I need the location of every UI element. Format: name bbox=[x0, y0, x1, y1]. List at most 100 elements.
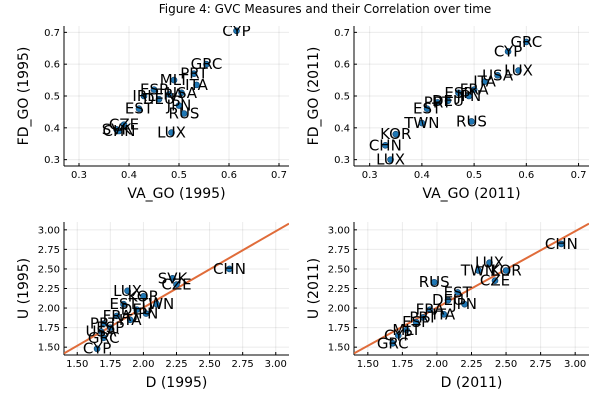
point-label: GRC bbox=[377, 334, 409, 352]
point-label: DEU bbox=[432, 291, 464, 309]
x-axis-label: VA_GO (1995) bbox=[127, 186, 225, 202]
point-label: RUS bbox=[419, 273, 450, 291]
point-label: DEU bbox=[432, 92, 464, 110]
data-point bbox=[461, 300, 468, 308]
data-point bbox=[418, 119, 426, 127]
plot-area: GRCCYPLUXUSAITAFRAESPJPNDEUPRTESTRUSTWNK… bbox=[369, 33, 542, 166]
data-point bbox=[455, 89, 462, 97]
y-tick-label: 0.4 bbox=[44, 123, 60, 134]
data-point bbox=[155, 95, 163, 103]
y-tick-label: 0.3 bbox=[44, 155, 60, 166]
data-point bbox=[486, 259, 493, 266]
y-axis-label: U (2011) bbox=[306, 258, 322, 319]
x-tick-label: 0.4 bbox=[121, 170, 137, 181]
data-point bbox=[394, 332, 402, 339]
data-point bbox=[504, 48, 512, 55]
data-point bbox=[150, 86, 158, 93]
x-tick-label: 2.75 bbox=[529, 359, 551, 370]
x-tick-label: 0.7 bbox=[271, 170, 287, 181]
point-label: EST bbox=[109, 295, 138, 313]
point-label: LUX bbox=[113, 282, 142, 300]
x-tick-label: 0.4 bbox=[414, 170, 430, 181]
x-tick-label: 2.50 bbox=[495, 359, 517, 370]
y-tick-label: 2.00 bbox=[38, 304, 60, 315]
data-point bbox=[170, 76, 178, 84]
point-label: USA bbox=[482, 66, 514, 84]
x-tick-label: 0.5 bbox=[171, 170, 187, 181]
point-label: USA bbox=[86, 323, 118, 341]
data-point bbox=[165, 91, 173, 98]
point-label: KOR bbox=[490, 262, 521, 280]
data-point bbox=[412, 318, 420, 326]
point-label: JPN bbox=[451, 295, 477, 313]
point-label: CYP bbox=[494, 42, 522, 60]
data-point bbox=[93, 345, 101, 353]
y-tick-label: 0.5 bbox=[334, 92, 350, 103]
x-tick-label: 2.25 bbox=[460, 359, 482, 370]
x-tick-label: 2.50 bbox=[198, 359, 220, 370]
data-point bbox=[465, 92, 473, 100]
data-point bbox=[440, 311, 448, 318]
point-label: KOR bbox=[128, 287, 159, 305]
data-point bbox=[523, 38, 530, 46]
data-point bbox=[178, 89, 185, 97]
data-point bbox=[133, 306, 141, 313]
y-axis-label: U (1995) bbox=[16, 258, 32, 319]
data-point bbox=[558, 240, 565, 248]
x-tick-label: 1.50 bbox=[357, 359, 379, 370]
data-point bbox=[124, 287, 131, 295]
x-tick-label: 0.3 bbox=[71, 170, 87, 181]
point-label: MLT bbox=[160, 71, 189, 89]
y-tick-label: 1.50 bbox=[38, 343, 60, 354]
y-tick-label: 0.4 bbox=[334, 123, 350, 134]
y-tick-label: 2.75 bbox=[328, 245, 350, 256]
data-point bbox=[491, 277, 499, 284]
data-point bbox=[382, 142, 389, 149]
y-tick-label: 0.6 bbox=[44, 60, 60, 71]
chart-panel-4: 1.50 1.75 2.00 2.25 2.50 2.75 3.00 1.50 1.75 2.00… bbox=[306, 222, 589, 391]
point-label: SVK bbox=[158, 269, 189, 287]
data-point bbox=[168, 129, 175, 136]
data-point bbox=[389, 339, 397, 347]
point-label: PRT bbox=[409, 308, 437, 326]
data-point bbox=[140, 293, 147, 300]
point-label: ESP bbox=[402, 313, 430, 331]
data-point bbox=[142, 310, 150, 317]
x-tick-label: 0.3 bbox=[362, 170, 378, 181]
point-label: LUX bbox=[504, 62, 533, 80]
x-tick-label: 1.50 bbox=[66, 359, 88, 370]
point-label: RUS bbox=[169, 105, 200, 123]
y-tick-label: 2.75 bbox=[38, 245, 60, 256]
point-label: PRT bbox=[424, 93, 452, 111]
point-label: JPN bbox=[456, 87, 482, 105]
data-point bbox=[392, 130, 400, 138]
point-label: GRC bbox=[510, 33, 542, 51]
point-label: FRA bbox=[416, 301, 445, 319]
point-label: FRA bbox=[103, 307, 132, 325]
x-tick-label: 2.25 bbox=[165, 359, 187, 370]
point-label: ITA bbox=[119, 311, 142, 329]
data-point bbox=[226, 265, 233, 273]
x-axis-label: D (2011) bbox=[441, 375, 503, 391]
point-label: CYP bbox=[222, 22, 250, 40]
point-label: CZE bbox=[109, 116, 139, 134]
y-tick-label: 3.00 bbox=[328, 225, 350, 236]
point-label: GRC bbox=[88, 329, 120, 347]
point-label: TWN bbox=[460, 262, 496, 280]
data-point bbox=[454, 289, 461, 296]
y-tick-label: 1.75 bbox=[38, 323, 60, 334]
y-tick-label: 3.00 bbox=[38, 225, 60, 236]
x-tick-label: 0.6 bbox=[221, 170, 237, 181]
y-tick-label: 0.7 bbox=[44, 28, 60, 39]
chart-panel-1: 0.3 0.4 0.5 0.6 0.7 0.3 0.4 0.5 0.6 0.7 VA_GO (199… bbox=[16, 22, 289, 202]
y-tick-label: 2.50 bbox=[328, 264, 350, 275]
y-axis-label: FD_GO (2011) bbox=[306, 47, 322, 146]
point-label: ESP bbox=[96, 319, 124, 337]
chart-panels: 0.3 0.4 0.5 0.6 0.7 0.3 0.4 0.5 0.6 0.7 VA_GO (199… bbox=[16, 22, 589, 391]
data-point bbox=[444, 296, 452, 304]
point-label: CHN bbox=[103, 122, 136, 140]
y-tick-label: 2.00 bbox=[328, 304, 350, 315]
x-axis-label: VA_GO (2011) bbox=[422, 186, 520, 202]
